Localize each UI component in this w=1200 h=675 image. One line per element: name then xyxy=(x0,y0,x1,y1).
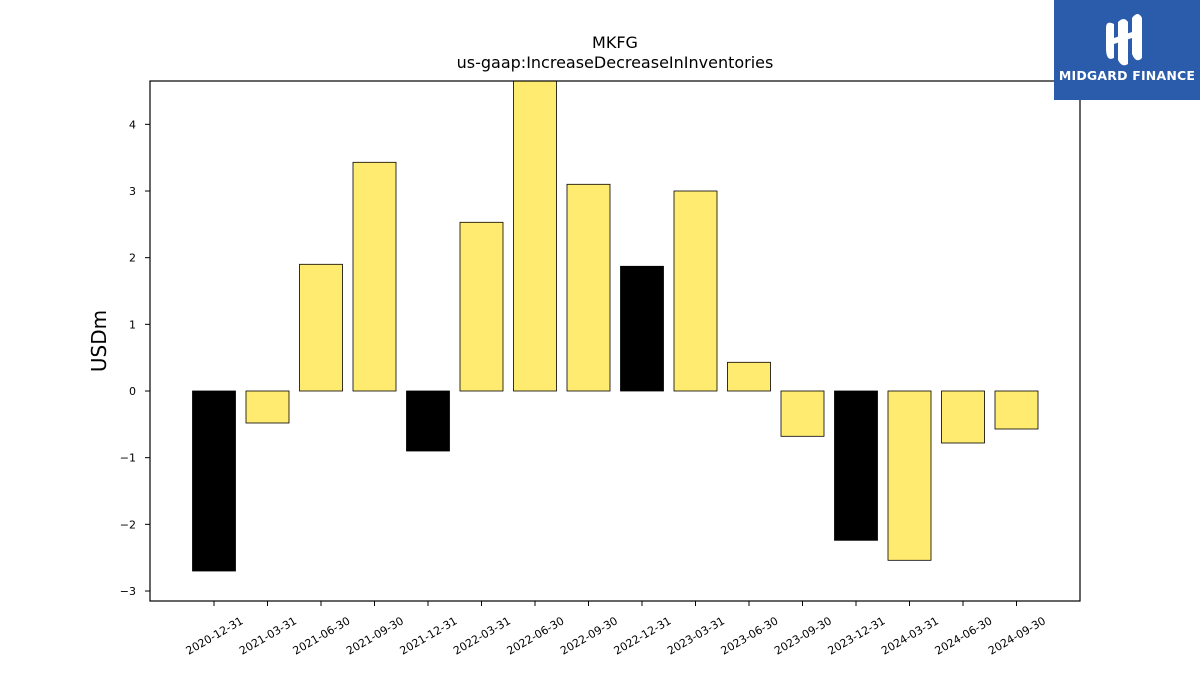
bar-2022-09-30 xyxy=(566,183,611,392)
x-tick-label: 2022-12-31 xyxy=(612,614,674,657)
x-tick-label: 2021-09-30 xyxy=(344,614,406,657)
bar-2023-06-30 xyxy=(727,361,771,392)
chart-title: MKFG xyxy=(592,33,638,52)
x-axis-ticks: 2020-12-312021-03-312021-06-302021-09-30… xyxy=(184,601,1048,658)
x-tick-label: 2020-12-31 xyxy=(184,614,246,657)
bar-2024-09-30 xyxy=(994,390,1039,430)
y-tick-label: 1 xyxy=(129,318,136,331)
x-tick-label: 2024-03-31 xyxy=(879,614,941,657)
bar-2023-03-31 xyxy=(673,190,718,392)
bar-2023-09-30 xyxy=(780,390,825,437)
bars-group xyxy=(192,80,1039,572)
x-tick-label: 2023-09-30 xyxy=(772,614,834,657)
y-tick-label: −1 xyxy=(120,452,136,465)
x-tick-label: 2021-06-30 xyxy=(291,614,353,657)
y-axis-label: USDm xyxy=(87,310,111,372)
x-tick-label: 2023-06-30 xyxy=(719,614,781,657)
y-tick-label: 2 xyxy=(129,252,136,265)
y-tick-label: −2 xyxy=(120,518,136,531)
plot-frame xyxy=(149,80,1081,602)
x-tick-label: 2022-03-31 xyxy=(451,614,513,657)
bar-2020-12-31 xyxy=(192,390,236,572)
chart-subtitle: us-gaap:IncreaseDecreaseInInventories xyxy=(457,53,774,72)
brand-logo: MIDGARD FINANCE xyxy=(1054,0,1200,100)
bar-2022-12-31 xyxy=(620,265,664,392)
x-tick-label: 2023-03-31 xyxy=(665,614,727,657)
y-axis-ticks: −3 −2 −1 0 1 2 3 4 xyxy=(120,118,150,598)
bar-2021-03-31 xyxy=(245,390,290,424)
y-tick-label: 3 xyxy=(129,185,136,198)
x-tick-label: 2022-09-30 xyxy=(558,614,620,657)
bar-2022-03-31 xyxy=(459,221,504,392)
y-tick-label: 4 xyxy=(129,118,136,131)
logo-text: MIDGARD FINANCE xyxy=(1058,68,1196,83)
x-tick-label: 2021-12-31 xyxy=(398,614,460,657)
y-tick-label: −3 xyxy=(120,585,136,598)
x-tick-label: 2024-06-30 xyxy=(933,614,995,657)
y-tick-label: 0 xyxy=(129,385,136,398)
x-tick-label: 2022-06-30 xyxy=(505,614,567,657)
bar-2024-03-31 xyxy=(887,390,932,561)
bar-2022-06-30 xyxy=(513,80,557,392)
bar-2021-06-30 xyxy=(299,263,343,392)
bar-2021-12-31 xyxy=(406,390,450,452)
bar-2023-12-31 xyxy=(834,390,878,541)
x-tick-label: 2021-03-31 xyxy=(237,614,299,657)
midgard-logo-icon xyxy=(1106,14,1142,66)
bar-2021-09-30 xyxy=(352,161,397,392)
bar-2024-06-30 xyxy=(941,390,985,444)
x-tick-label: 2023-12-31 xyxy=(826,614,888,657)
x-tick-label: 2024-09-30 xyxy=(986,614,1048,657)
